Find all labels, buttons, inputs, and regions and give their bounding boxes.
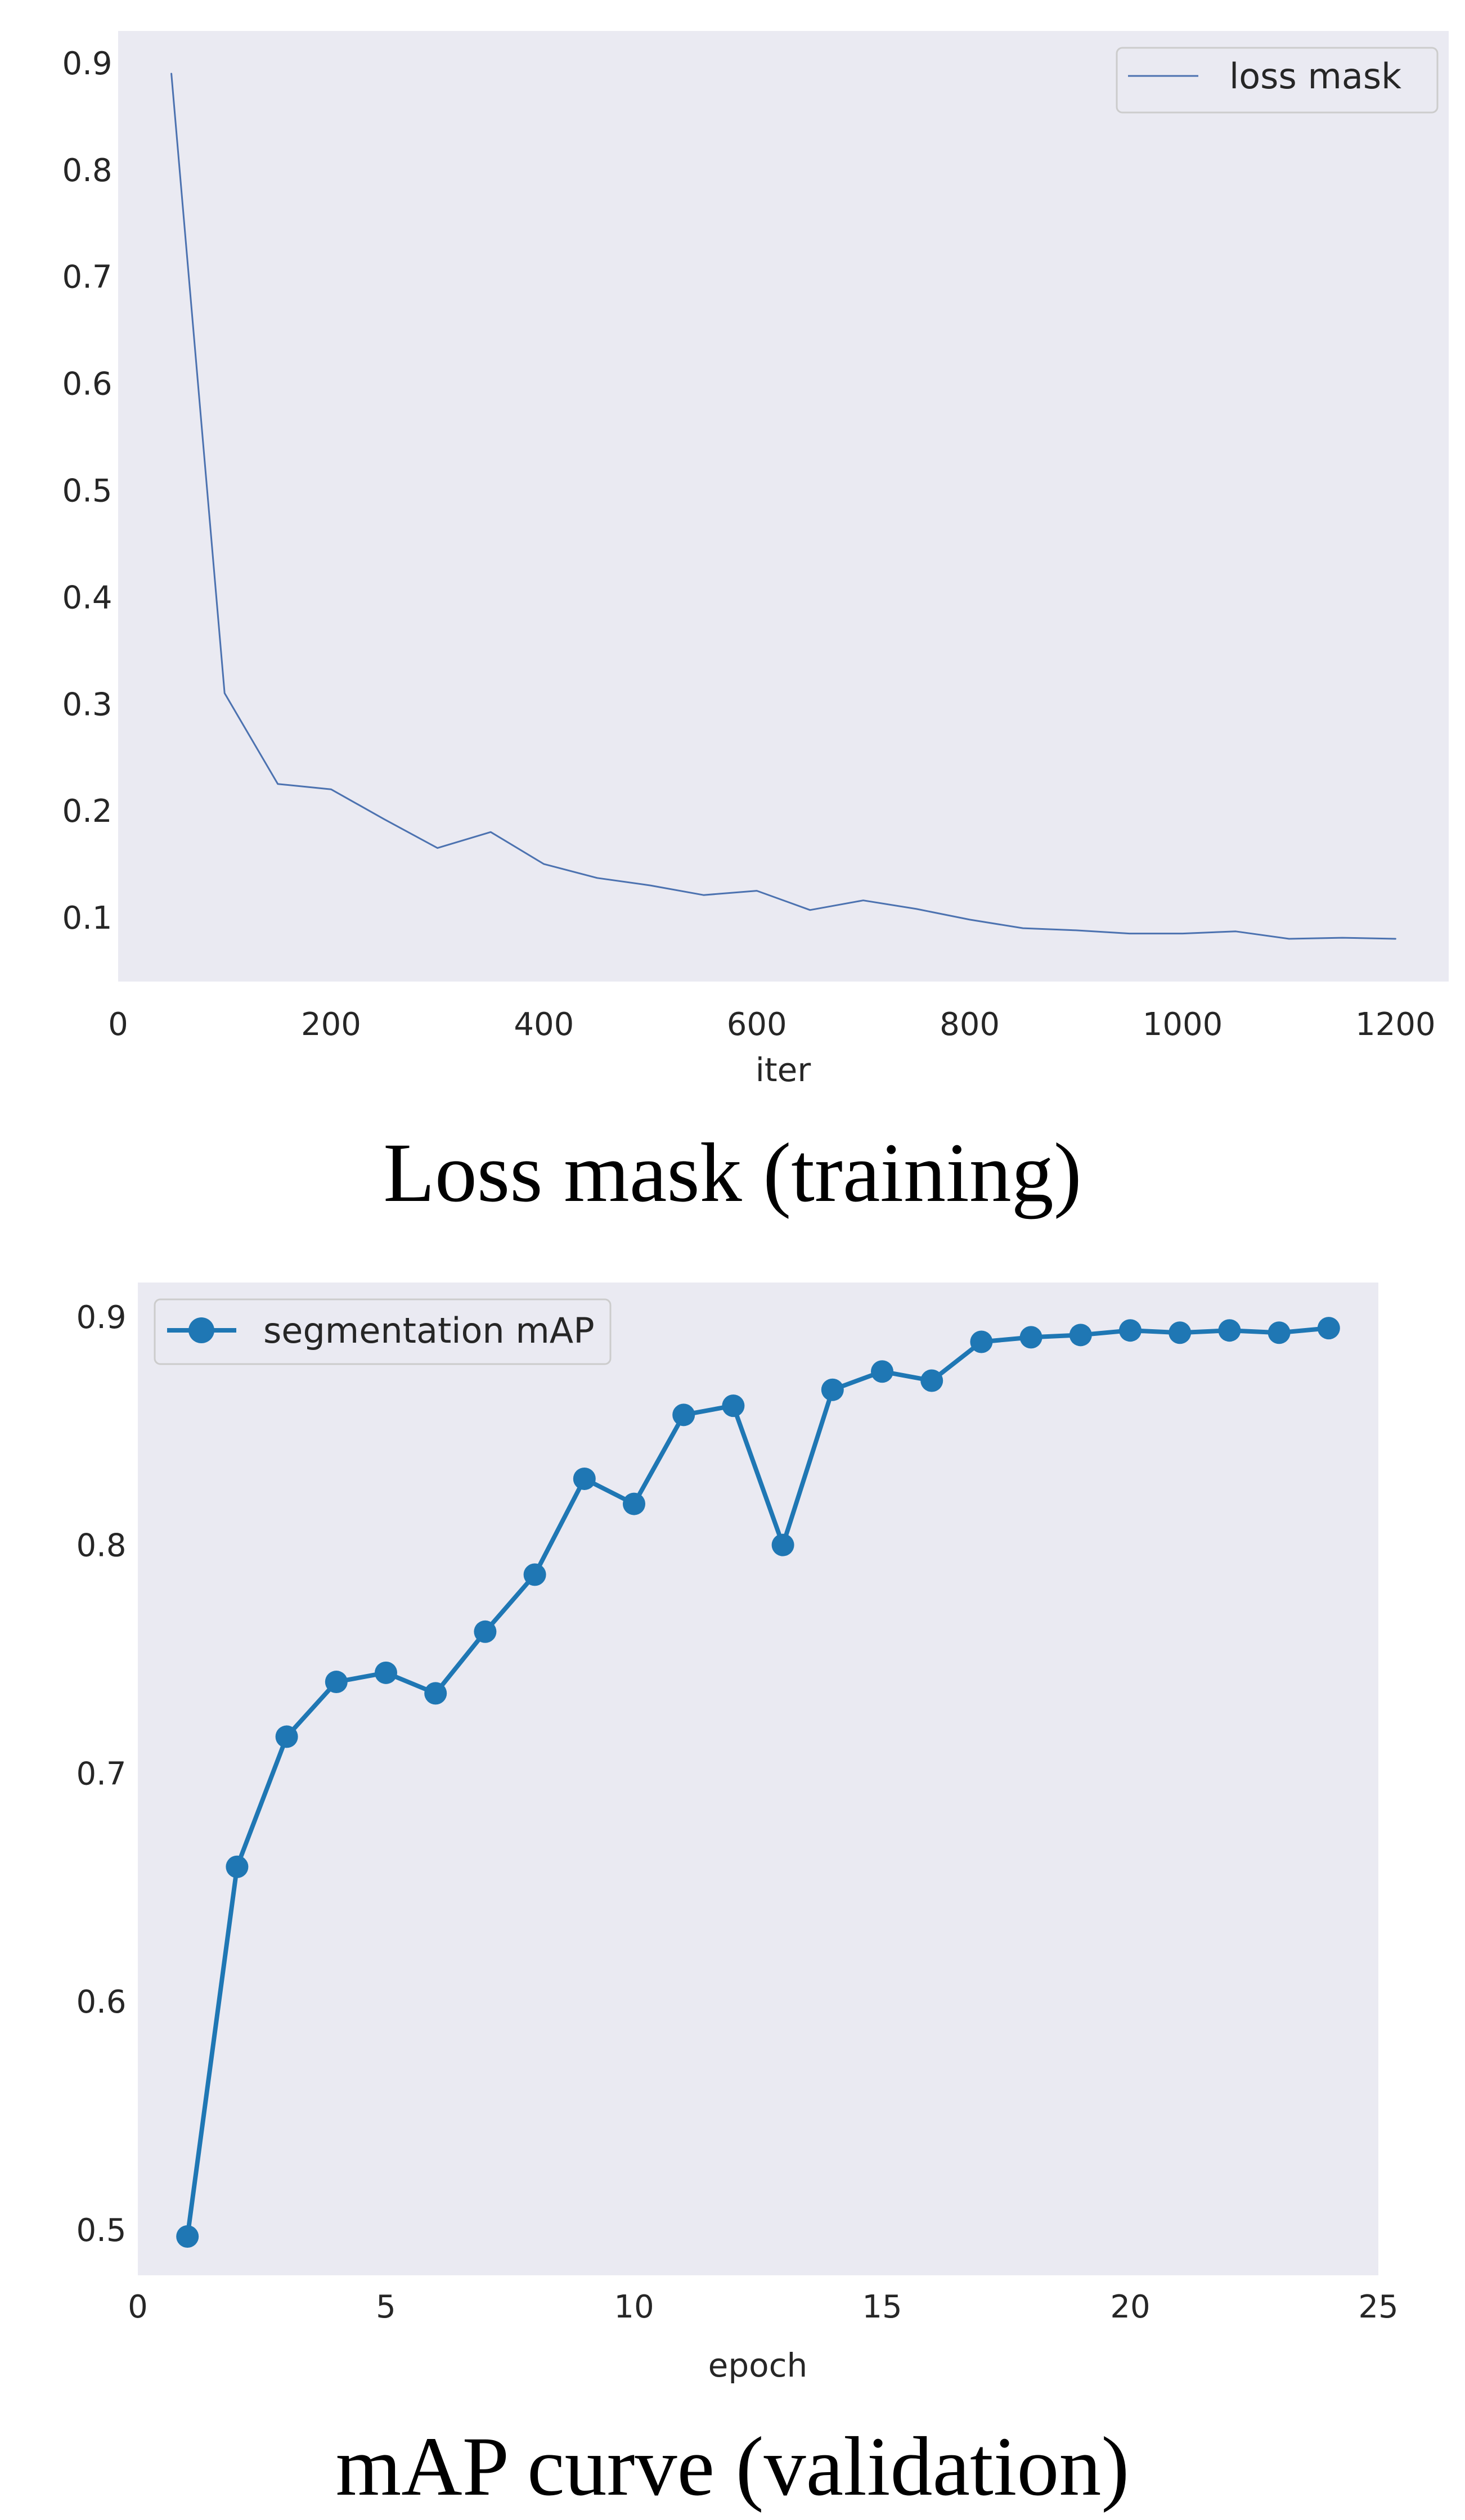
map-legend-swatch-marker	[188, 1317, 214, 1343]
map-data-point	[970, 1330, 993, 1353]
map-data-point	[1119, 1319, 1142, 1342]
map-y-tick-label: 0.6	[76, 1984, 126, 2020]
loss-x-tick-label: 400	[514, 1006, 574, 1043]
loss-x-tick-label: 1000	[1143, 1006, 1223, 1043]
loss-y-tick-label: 0.2	[62, 793, 112, 830]
map-data-point	[474, 1620, 497, 1643]
loss-y-tick-label: 0.5	[62, 473, 112, 510]
map-data-point	[226, 1855, 249, 1878]
loss-y-tick-label: 0.9	[62, 46, 112, 82]
map-chart-caption: mAP curve (validation)	[336, 2420, 1130, 2513]
map-data-point	[573, 1467, 596, 1490]
loss-legend-box	[1116, 47, 1439, 114]
map-data-point	[275, 1725, 298, 1748]
map-legend-box	[154, 1298, 612, 1365]
map-data-point	[424, 1682, 447, 1705]
loss-y-tick-label: 0.3	[62, 686, 112, 723]
map-data-point	[920, 1369, 943, 1392]
loss-chart: 0.1 0.2 0.3 0.4 0.5 0.6 0.7 0.8 0.9 0 200 400 600 80…	[62, 31, 1449, 1089]
map-x-tick-label: 0	[128, 2289, 148, 2325]
loss-y-tick-label: 0.8	[62, 152, 112, 189]
map-data-point	[1317, 1317, 1340, 1340]
map-y-tick-label: 0.7	[76, 1756, 126, 1792]
loss-series-line	[170, 73, 1396, 940]
loss-plot-area	[118, 31, 1449, 982]
map-data-point	[1069, 1324, 1092, 1347]
map-x-tick-label: 25	[1358, 2289, 1398, 2325]
map-data-point	[325, 1671, 348, 1694]
map-data-point	[1169, 1321, 1192, 1344]
map-x-axis-label: epoch	[708, 2346, 808, 2384]
map-data-point	[176, 2225, 199, 2248]
loss-x-axis-label: iter	[756, 1051, 811, 1089]
map-data-point	[623, 1492, 645, 1515]
loss-y-tick-label: 0.1	[62, 900, 112, 937]
loss-legend: loss mask	[1116, 47, 1439, 114]
map-x-tick-label: 10	[614, 2289, 654, 2325]
map-x-tick-label: 5	[376, 2289, 396, 2325]
map-data-point	[1268, 1321, 1291, 1344]
loss-chart-caption: Loss mask (training)	[383, 1126, 1081, 1220]
map-legend-label: segmentation mAP	[263, 1310, 595, 1351]
loss-legend-label: loss mask	[1229, 56, 1401, 97]
loss-x-tick-label: 800	[940, 1006, 1000, 1043]
loss-y-tick-label: 0.6	[62, 366, 112, 403]
loss-y-tick-label: 0.4	[62, 579, 112, 616]
map-data-point	[375, 1661, 397, 1684]
map-x-tick-label: 20	[1110, 2289, 1150, 2325]
map-data-point	[523, 1563, 546, 1586]
map-legend: segmentation mAP	[154, 1298, 612, 1365]
map-data-point	[871, 1360, 893, 1383]
loss-x-tick-label: 200	[301, 1006, 361, 1043]
loss-y-tick-label: 0.7	[62, 259, 112, 296]
map-data-point	[821, 1378, 844, 1401]
map-data-point	[771, 1533, 794, 1556]
map-data-point	[672, 1403, 695, 1426]
loss-x-tick-label: 0	[108, 1006, 128, 1043]
map-data-point	[722, 1394, 745, 1418]
map-chart: 0.5 0.6 0.7 0.8 0.9 0 5 10 15 20 25 epoch segment…	[76, 1282, 1399, 2384]
loss-x-tick-label: 1200	[1355, 1006, 1436, 1043]
map-y-tick-label: 0.9	[76, 1299, 126, 1336]
map-x-tick-label: 15	[862, 2289, 902, 2325]
loss-x-tick-label: 600	[727, 1006, 787, 1043]
map-y-tick-label: 0.8	[76, 1528, 126, 1564]
map-plot-area	[138, 1282, 1378, 2275]
map-data-point	[1218, 1319, 1241, 1342]
map-y-tick-label: 0.5	[76, 2212, 126, 2249]
map-data-point	[1019, 1326, 1042, 1349]
